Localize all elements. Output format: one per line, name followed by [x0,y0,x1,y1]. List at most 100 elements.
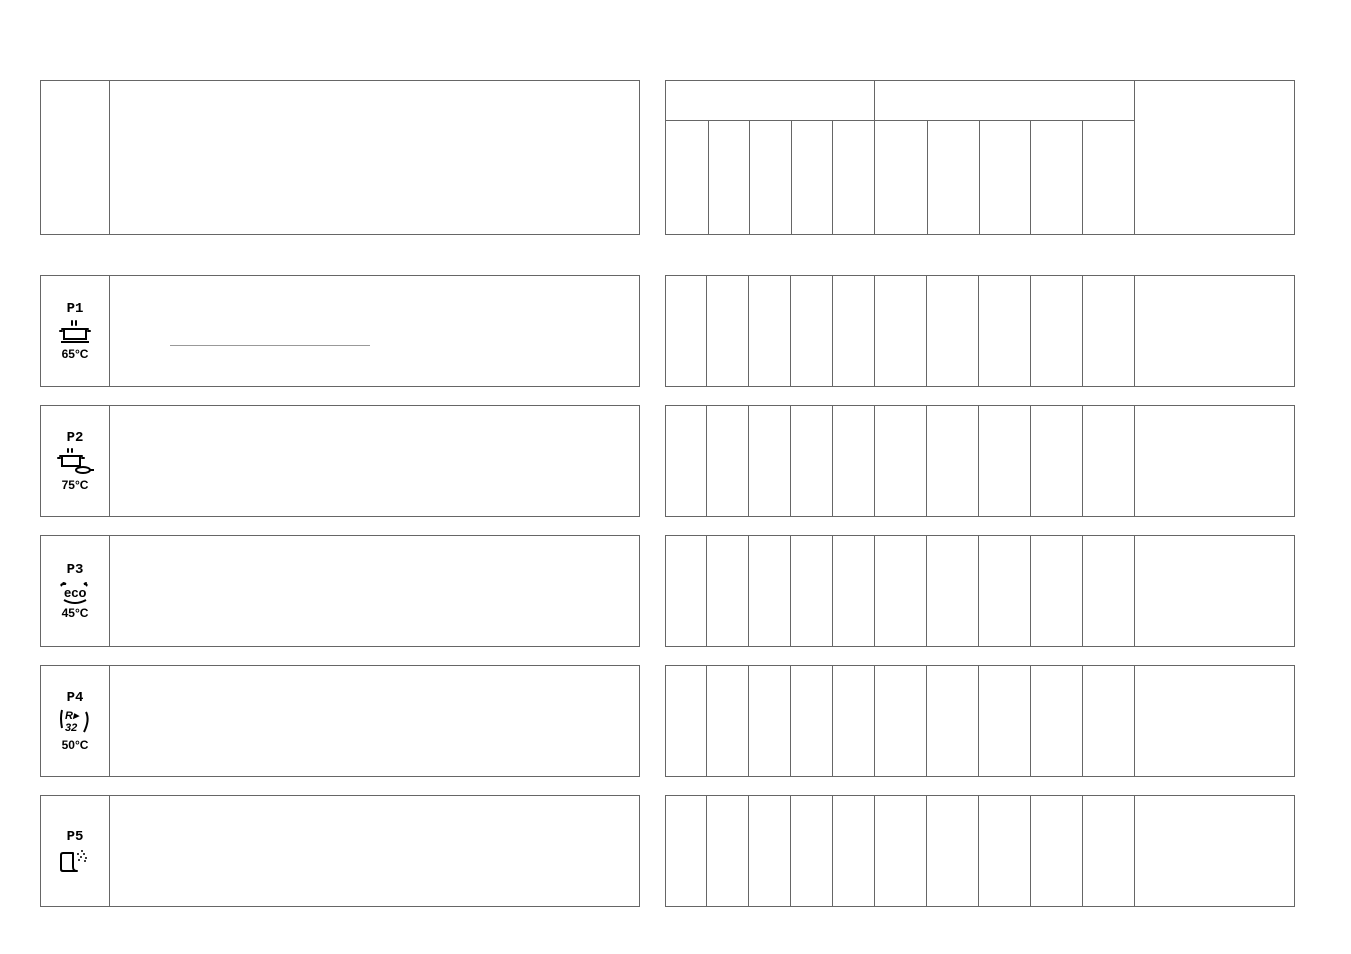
consB-cell [1083,535,1135,647]
consA-col [832,121,874,234]
program-row-right [665,535,1295,647]
consA-cell [707,405,749,517]
consB-cell [1031,665,1083,777]
consA-col [708,121,750,234]
consA-cell [749,405,791,517]
program-row: P5 [40,795,1321,907]
consB-cell [979,405,1031,517]
program-code: P3 [67,562,84,578]
program-cell: P5 [40,795,110,907]
header-description-cell [110,80,640,235]
program-code: P4 [67,690,84,706]
duration-cell [1135,795,1295,907]
program-row-right [665,665,1295,777]
program-cell: P1 65°C [40,275,110,387]
consA-cell [791,795,833,907]
header-left-group [40,80,640,235]
consB-col [875,121,927,234]
header-consumption-a-subs [666,121,874,234]
program-code: P5 [67,829,84,845]
consB-cell [1083,665,1135,777]
consB-cell [875,275,927,387]
program-row-left: P5 [40,795,640,907]
consA-cell [791,535,833,647]
consB-cell [1031,795,1083,907]
consB-cell [875,795,927,907]
consA-cell [833,665,875,777]
consB-cell [979,275,1031,387]
consB-cell [875,535,927,647]
program-row-right [665,275,1295,387]
consA-cell [833,535,875,647]
program-code: P2 [67,430,84,446]
consA-cell [665,535,707,647]
program-description-cell [110,795,640,907]
consB-cell [927,275,979,387]
consB-cell [875,665,927,777]
header-consumption-a-title [666,81,874,121]
consA-col [666,121,708,234]
consA-cell [791,405,833,517]
consB-cell [1031,535,1083,647]
consA-cell [707,535,749,647]
header-duration-body [1135,121,1294,234]
consB-cell [979,535,1031,647]
consA-cell [749,665,791,777]
rapid-icon: R▸ 32 [58,708,92,736]
consA-cell [791,665,833,777]
eco-icon: eco [58,580,92,604]
svg-text:eco: eco [64,585,86,600]
program-temp: 45°C [62,606,89,620]
program-temp: 75°C [62,478,89,492]
program-row: P3 eco 45°C [40,535,1321,647]
consB-cell [1083,275,1135,387]
program-code: P1 [67,301,84,317]
consA-cell [749,275,791,387]
consA-cell [665,665,707,777]
program-row: P2 75°C [40,405,1321,517]
header-consumption-b-subs [875,121,1134,234]
consB-col [979,121,1031,234]
header-consumption-b-title [875,81,1134,121]
svg-text:R▸: R▸ [65,710,80,722]
consB-cell [927,535,979,647]
description-underline [170,345,370,346]
program-description-cell [110,535,640,647]
svg-text:32: 32 [65,722,77,734]
program-cell: P2 75°C [40,405,110,517]
consB-cell [1031,275,1083,387]
consA-col [791,121,833,234]
program-description-cell [110,405,640,517]
pot-pan-icon [56,448,94,476]
header-duration-title [1135,81,1294,121]
consA-col [749,121,791,234]
program-description-cell [110,275,640,387]
duration-cell [1135,535,1295,647]
program-cell: P3 eco 45°C [40,535,110,647]
consA-cell [707,795,749,907]
program-row-left: P3 eco 45°C [40,535,640,647]
consA-cell [833,795,875,907]
consB-col [1082,121,1134,234]
header-consumption-b [875,80,1135,235]
consA-cell [749,795,791,907]
program-row-left: P4 R▸ 32 50°C [40,665,640,777]
consB-col [1030,121,1082,234]
program-rows: P1 65°C P2 75°C P3 eco 45°C P4 R▸ 32 50°… [40,275,1321,907]
consB-cell [1083,795,1135,907]
header-row [40,80,1321,235]
consA-cell [791,275,833,387]
header-consumption-a [665,80,875,235]
consA-cell [665,405,707,517]
consA-cell [833,405,875,517]
duration-cell [1135,665,1295,777]
page: P1 65°C P2 75°C P3 eco 45°C P4 R▸ 32 50°… [40,80,1321,925]
program-row: P4 R▸ 32 50°C [40,665,1321,777]
consB-cell [927,405,979,517]
rinse-icon [59,847,91,873]
consB-cell [1031,405,1083,517]
consB-col [927,121,979,234]
consA-cell [665,795,707,907]
pot-icon [58,319,92,345]
consB-cell [979,665,1031,777]
